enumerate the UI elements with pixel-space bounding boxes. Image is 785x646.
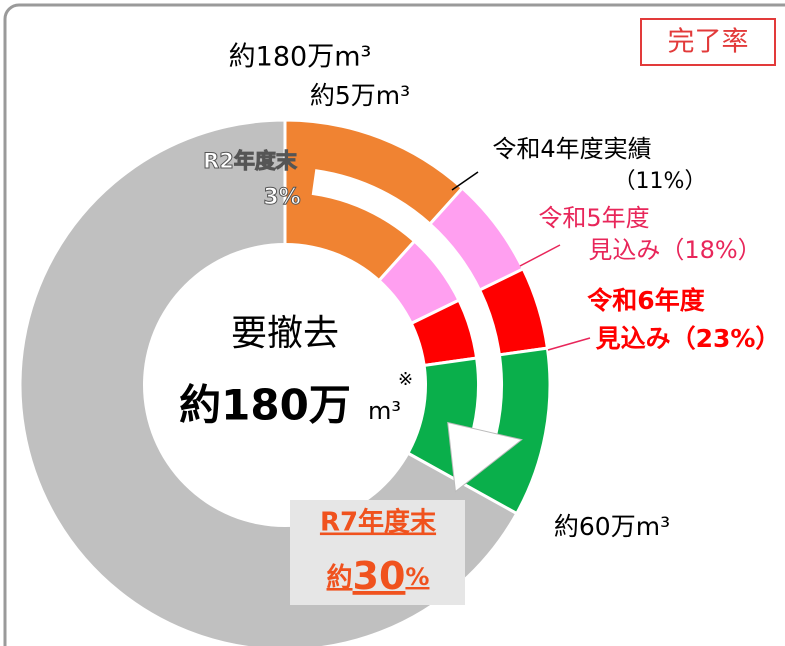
r2-label: R2年度末 [203, 149, 298, 173]
badge-box [640, 18, 776, 66]
r6-rate: 見込み（23%） [596, 324, 781, 353]
r7-rate-line: 約30% [327, 554, 430, 598]
badge: 完了率 [668, 27, 749, 58]
r2-rate: 3% [263, 185, 300, 210]
r4-label: 令和4年度実績 [492, 135, 651, 163]
total-label: 約180万m³ [229, 42, 372, 73]
r4-rate: （11%） [614, 169, 707, 194]
center-amount: 約180万 [179, 381, 351, 430]
r7-amount: 約60万m³ [554, 512, 670, 541]
callout [451, 171, 479, 191]
r7-unit: % [405, 563, 429, 591]
arrow-shaft [311, 169, 503, 435]
r2-amount: 約5万m³ [310, 81, 410, 110]
r7-prefix: 約 [327, 562, 353, 593]
center-note: ※ [398, 369, 413, 390]
center-title: 要撤去 [231, 313, 339, 354]
callout [547, 337, 591, 351]
r5-rate: 見込み（18%） [588, 236, 761, 264]
r6-label: 令和6年度 [587, 286, 704, 315]
r7-label: R7年度末 [320, 507, 437, 538]
arrow-head [447, 421, 523, 493]
r7-box [290, 500, 465, 605]
center-unit: m³ [368, 397, 401, 425]
callout [519, 244, 561, 267]
r7-rate: 30 [353, 554, 406, 598]
donut-hole [143, 243, 427, 527]
r5-label: 令和5年度 [538, 204, 649, 232]
